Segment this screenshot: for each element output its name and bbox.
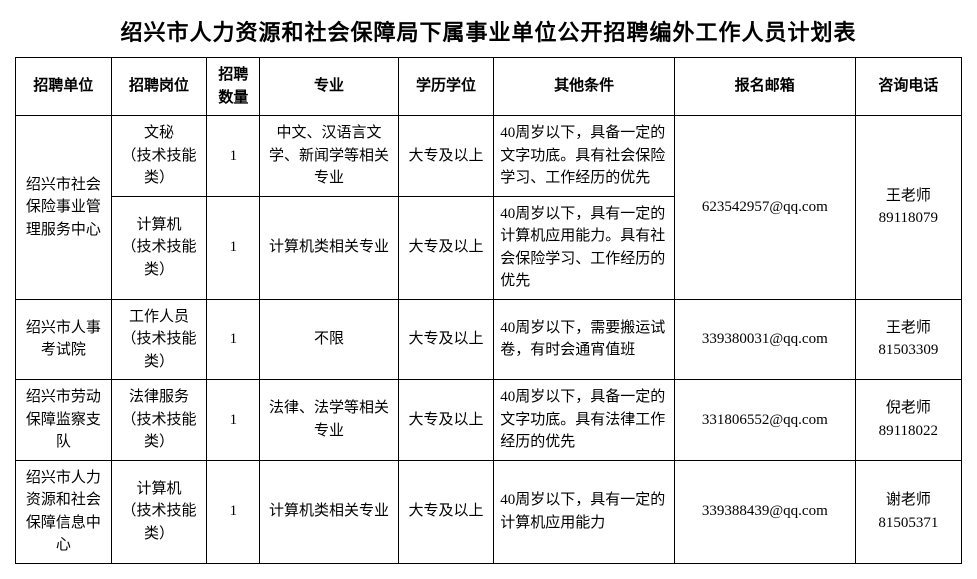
cell-other: 40周岁以下，具有一定的计算机应用能力 bbox=[494, 460, 675, 563]
cell-phone: 王老师81503309 bbox=[855, 299, 961, 380]
cell-other: 40周岁以下，具有一定的计算机应用能力。具有社会保险学习、工作经历的优先 bbox=[494, 196, 675, 299]
cell-education: 大专及以上 bbox=[398, 116, 494, 197]
cell-email: 339388439@qq.com bbox=[674, 460, 855, 563]
table-row: 绍兴市人事考试院 工作人员（技术技能类） 1 不限 大专及以上 40周岁以下，需… bbox=[16, 299, 962, 380]
cell-phone: 谢老师81505371 bbox=[855, 460, 961, 563]
cell-major: 计算机类相关专业 bbox=[260, 460, 398, 563]
cell-unit: 绍兴市人事考试院 bbox=[16, 299, 112, 380]
cell-email: 339380031@qq.com bbox=[674, 299, 855, 380]
cell-count: 1 bbox=[207, 299, 260, 380]
cell-major: 计算机类相关专业 bbox=[260, 196, 398, 299]
header-major: 专业 bbox=[260, 58, 398, 116]
header-email: 报名邮箱 bbox=[674, 58, 855, 116]
cell-education: 大专及以上 bbox=[398, 380, 494, 461]
cell-education: 大专及以上 bbox=[398, 299, 494, 380]
header-position: 招聘岗位 bbox=[111, 58, 207, 116]
cell-email: 331806552@qq.com bbox=[674, 380, 855, 461]
cell-unit: 绍兴市人力资源和社会保障信息中心 bbox=[16, 460, 112, 563]
cell-position: 文秘（技术技能类） bbox=[111, 116, 207, 197]
cell-major: 不限 bbox=[260, 299, 398, 380]
cell-phone: 王老师89118079 bbox=[855, 116, 961, 300]
cell-education: 大专及以上 bbox=[398, 460, 494, 563]
cell-count: 1 bbox=[207, 380, 260, 461]
cell-count: 1 bbox=[207, 460, 260, 563]
header-other: 其他条件 bbox=[494, 58, 675, 116]
table-row: 绍兴市社会保险事业管理服务中心 文秘（技术技能类） 1 中文、汉语言文学、新闻学… bbox=[16, 116, 962, 197]
cell-unit: 绍兴市劳动保障监察支队 bbox=[16, 380, 112, 461]
cell-major: 中文、汉语言文学、新闻学等相关专业 bbox=[260, 116, 398, 197]
cell-count: 1 bbox=[207, 196, 260, 299]
header-education: 学历学位 bbox=[398, 58, 494, 116]
cell-count: 1 bbox=[207, 116, 260, 197]
header-count: 招聘数量 bbox=[207, 58, 260, 116]
cell-phone: 倪老师89118022 bbox=[855, 380, 961, 461]
cell-position: 法律服务（技术技能类） bbox=[111, 380, 207, 461]
cell-email: 623542957@qq.com bbox=[674, 116, 855, 300]
cell-education: 大专及以上 bbox=[398, 196, 494, 299]
header-phone: 咨询电话 bbox=[855, 58, 961, 116]
cell-position: 工作人员（技术技能类） bbox=[111, 299, 207, 380]
table-row: 绍兴市劳动保障监察支队 法律服务（技术技能类） 1 法律、法学等相关专业 大专及… bbox=[16, 380, 962, 461]
table-header-row: 招聘单位 招聘岗位 招聘数量 专业 学历学位 其他条件 报名邮箱 咨询电话 bbox=[16, 58, 962, 116]
cell-major: 法律、法学等相关专业 bbox=[260, 380, 398, 461]
cell-position: 计算机（技术技能类） bbox=[111, 196, 207, 299]
cell-other: 40周岁以下，具备一定的文字功底。具有社会保险学习、工作经历的优先 bbox=[494, 116, 675, 197]
table-row: 绍兴市人力资源和社会保障信息中心 计算机（技术技能类） 1 计算机类相关专业 大… bbox=[16, 460, 962, 563]
cell-other: 40周岁以下，需要搬运试卷，有时会通宵值班 bbox=[494, 299, 675, 380]
cell-other: 40周岁以下，具备一定的文字功底。具有法律工作经历的优先 bbox=[494, 380, 675, 461]
cell-unit: 绍兴市社会保险事业管理服务中心 bbox=[16, 116, 112, 300]
header-unit: 招聘单位 bbox=[16, 58, 112, 116]
page-title: 绍兴市人力资源和社会保障局下属事业单位公开招聘编外工作人员计划表 bbox=[15, 15, 962, 47]
cell-position: 计算机（技术技能类） bbox=[111, 460, 207, 563]
recruitment-table: 招聘单位 招聘岗位 招聘数量 专业 学历学位 其他条件 报名邮箱 咨询电话 绍兴… bbox=[15, 57, 962, 564]
